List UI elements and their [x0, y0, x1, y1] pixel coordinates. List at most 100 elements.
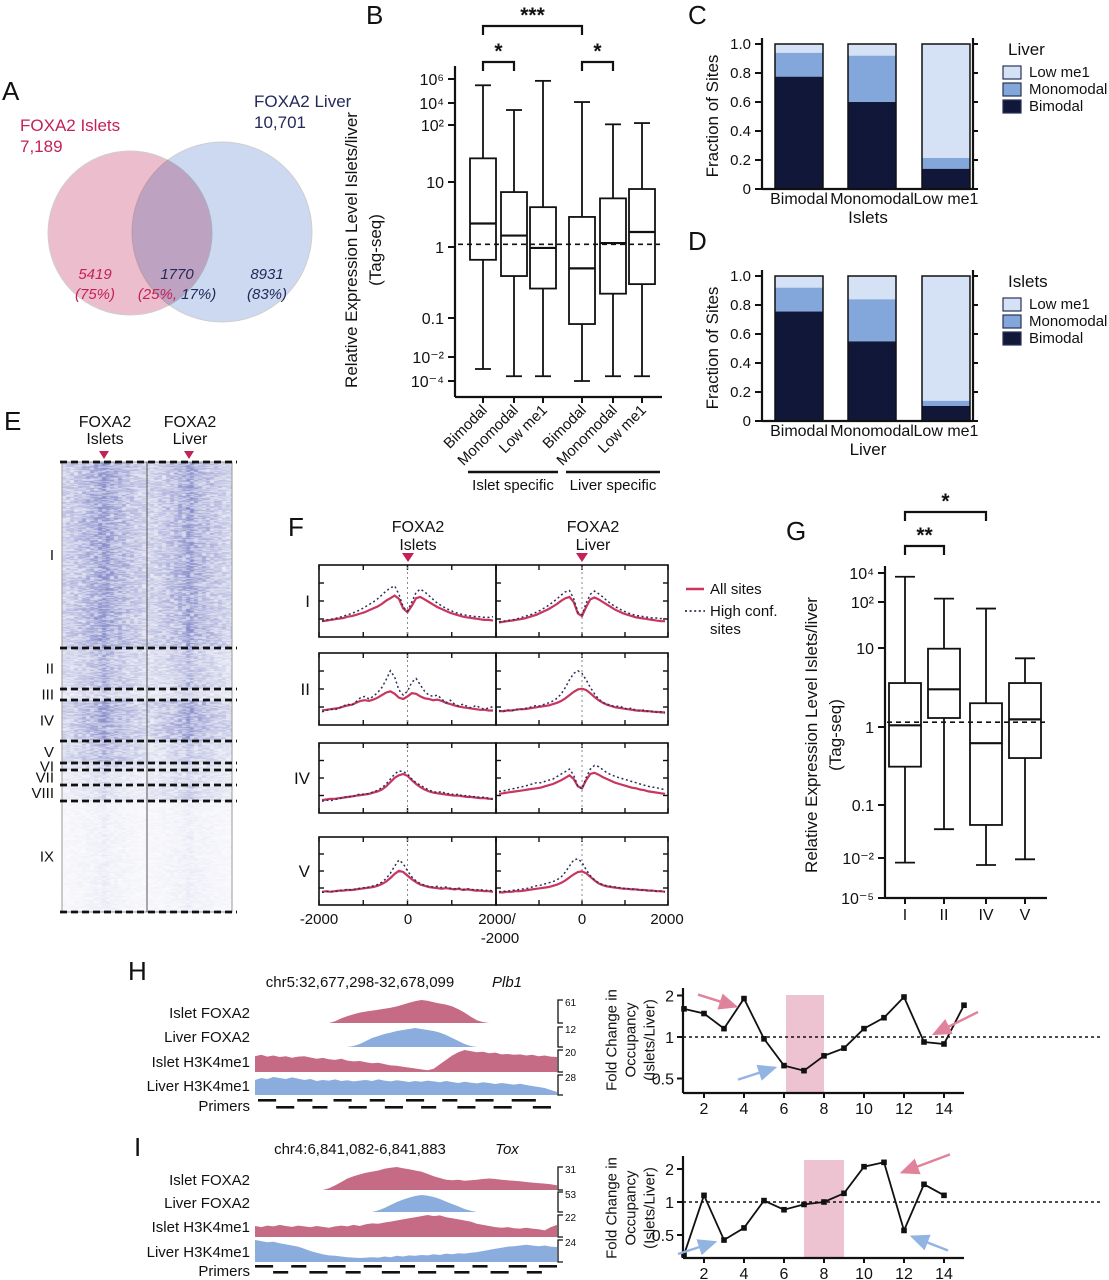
primer-segment	[406, 1099, 425, 1102]
category-label: Low me1	[914, 191, 979, 208]
y-tick-label: 10⁴	[849, 566, 874, 583]
legend-swatch	[1002, 82, 1022, 97]
category-label: Low me1	[914, 423, 979, 440]
i-gene-name: Tox	[495, 1141, 519, 1158]
cluster-row-label: I	[50, 547, 54, 564]
c-legend-title: Liver	[1008, 40, 1045, 59]
profile-row-label: II	[301, 680, 310, 699]
bar-segment	[775, 52, 823, 77]
primer-segment	[327, 1265, 346, 1268]
y-tick-label: 10⁻⁴	[411, 374, 444, 391]
h-occ-ylabel-3: (Islets/Liver)	[641, 999, 659, 1081]
primer-segment	[291, 1265, 307, 1268]
primer-segment	[508, 1265, 527, 1268]
bar-outline	[847, 43, 897, 190]
scale-value: 28	[565, 1073, 577, 1084]
track-signal-pink	[255, 1000, 557, 1023]
g-y-axis-label-2: (Tag-seq)	[826, 699, 845, 771]
box	[469, 157, 497, 261]
box	[969, 702, 1003, 826]
panel-label-i: I	[134, 1132, 142, 1162]
data-point-marker	[721, 1237, 727, 1243]
venn-left-count: 7,189	[20, 137, 63, 156]
scale-value: 61	[565, 998, 577, 1009]
h-gene-name: Plb1	[491, 974, 523, 991]
panel-label-b: B	[366, 0, 384, 30]
y-tick-label: 1	[665, 1195, 674, 1212]
data-point-marker	[941, 1192, 947, 1199]
sig-label: *	[941, 490, 950, 513]
h-occ-ylabel-1: Fold Change in	[603, 989, 621, 1091]
c-x-axis-label: Islets	[848, 208, 888, 227]
primer-segment	[384, 1106, 403, 1109]
f-col-liver-line2: Liver	[575, 537, 611, 554]
i-occ-ylabel-2: Occupancy	[622, 1170, 640, 1246]
y-tick-label: 10⁴	[419, 96, 444, 113]
high-conf-line	[321, 669, 494, 713]
scale-value: 12	[565, 1025, 577, 1036]
cluster-row-label: VI	[40, 758, 54, 775]
box	[888, 682, 922, 768]
profile-frame	[495, 652, 669, 726]
primer-segment	[381, 1271, 400, 1274]
panel-label-e: E	[4, 406, 22, 436]
sig-bracket	[481, 60, 516, 71]
primer-segment	[457, 1106, 476, 1109]
data-point-marker	[741, 1225, 747, 1231]
category-label: Bimodal	[770, 423, 828, 440]
box	[927, 647, 961, 719]
track-signal-pink	[255, 1215, 557, 1237]
x-tick-label: 0	[578, 911, 586, 928]
cluster-row-label: III	[41, 686, 54, 703]
x-tick-label: 12	[895, 1266, 913, 1280]
legend-label: Monomodal	[1029, 313, 1107, 330]
e-col-islets-line2: Islets	[86, 431, 124, 448]
bar-segment	[775, 44, 823, 53]
primer-segment	[276, 1106, 295, 1109]
data-point-marker	[761, 1197, 767, 1204]
x-tick-label: 10	[855, 1266, 873, 1280]
legend-label: Low me1	[1029, 64, 1090, 81]
f-legend-high-conf-2: sites	[710, 621, 741, 638]
y-tick-label: 0.6	[730, 94, 751, 111]
b-group-islet-specific: Islet specific	[472, 477, 554, 494]
category-label: Bimodal	[770, 191, 828, 208]
data-point-marker	[881, 1014, 887, 1021]
data-point-marker	[701, 1010, 707, 1017]
data-point-marker	[961, 1002, 967, 1009]
primer-segment	[538, 1265, 557, 1268]
y-tick-label: 10⁻²	[412, 350, 444, 367]
y-tick-label: 1	[865, 720, 874, 737]
all-sites-line	[498, 771, 666, 795]
high-conf-line	[321, 585, 494, 622]
track-label: Islet FOXA2	[169, 1005, 250, 1022]
data-point-marker	[801, 1201, 807, 1208]
y-tick-label: 0.8	[730, 297, 751, 314]
cluster-row-label: IX	[40, 848, 54, 865]
box	[628, 188, 656, 286]
primers-label: Primers	[198, 1263, 250, 1280]
y-tick-label: 0	[743, 413, 751, 430]
all-sites-line	[498, 595, 665, 624]
data-point-marker	[781, 1206, 787, 1213]
data-point-marker	[901, 994, 907, 1000]
primer-segment	[436, 1265, 455, 1268]
panel-h-occupancy: 210.52 4 6 8 10 12 14	[652, 988, 1100, 1118]
primer-segment	[526, 1271, 542, 1274]
x-tick-label: -2000	[481, 930, 519, 947]
data-point-marker	[901, 1227, 907, 1234]
primer-segment	[348, 1106, 367, 1109]
box	[568, 216, 596, 325]
panel-label-d: D	[688, 226, 707, 256]
venn-left-only-pct: (75%)	[74, 286, 116, 303]
y-tick-label: 1	[665, 1030, 674, 1047]
y-tick-label: 1.0	[730, 36, 751, 53]
x-tick-label: 10	[855, 1101, 873, 1118]
sig-label: ***	[520, 4, 545, 27]
data-point-marker	[681, 1006, 687, 1012]
category-label: I	[903, 907, 907, 924]
y-tick-label: 0.2	[730, 152, 751, 169]
